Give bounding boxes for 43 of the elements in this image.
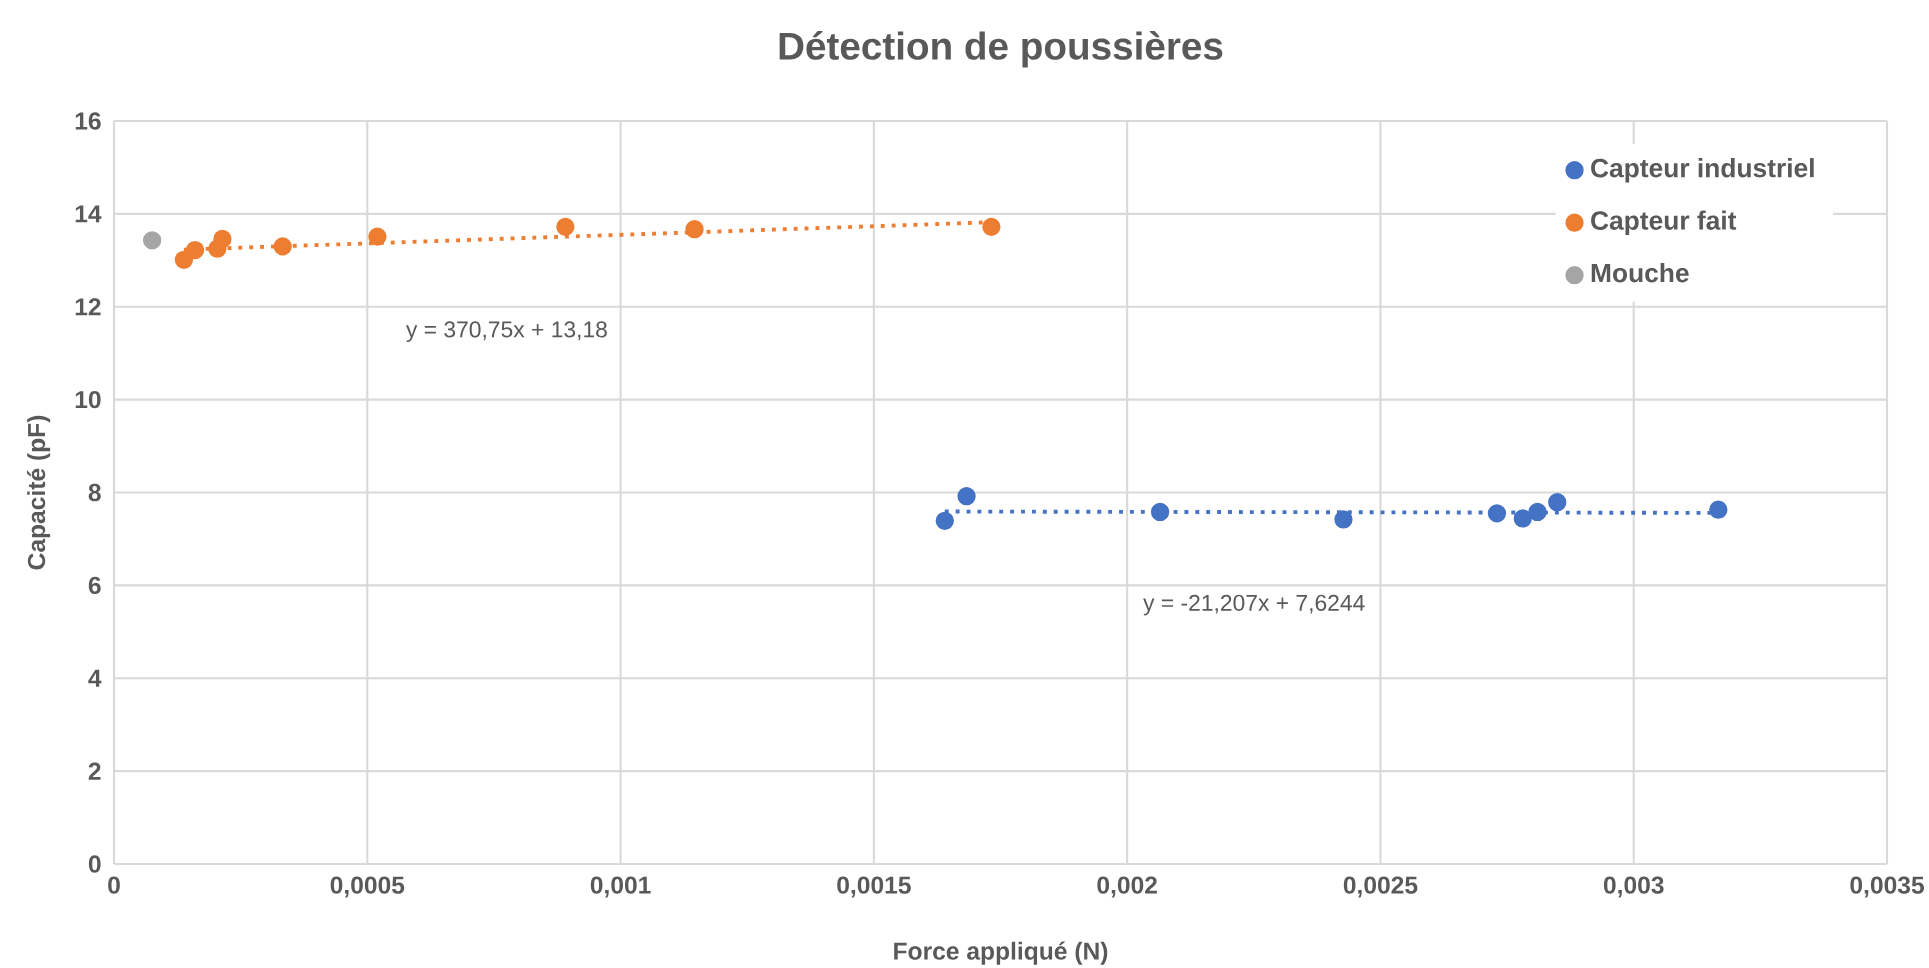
- point: [174, 250, 194, 269]
- x-tick-label: 0,002: [1097, 876, 1157, 898]
- legend-label: Mouche: [1591, 263, 1689, 283]
- y-tick-label: 0: [88, 855, 101, 873]
- x-tick-label: 0: [108, 876, 120, 894]
- y-tick-label: 6: [88, 576, 101, 595]
- x-tick-label: 0,0035: [1850, 876, 1924, 898]
- point: [982, 217, 1001, 236]
- x-axis-title: Force appliqué (N): [894, 941, 1108, 965]
- y-axis-title: Capacité (pF): [26, 415, 51, 570]
- legend-label: Capteur fait: [1591, 210, 1737, 236]
- y-tick-label: 10: [75, 390, 101, 409]
- chart-title: Détection de poussières: [779, 31, 1223, 68]
- point: [685, 220, 704, 239]
- y-tick-label: 12: [75, 298, 101, 316]
- point: [1334, 510, 1353, 529]
- y-tick-label: 2: [88, 762, 101, 780]
- point: [273, 237, 292, 256]
- point: [1709, 500, 1728, 519]
- x-tick-label: 0,0005: [330, 876, 405, 898]
- y-tick-label: 8: [88, 483, 101, 502]
- y-tick-label: 4: [88, 669, 102, 687]
- point: [1513, 509, 1532, 528]
- point: [1150, 502, 1170, 522]
- x-tick-label: 0,0025: [1343, 876, 1418, 898]
- point: [368, 227, 387, 246]
- point: [1487, 504, 1507, 523]
- point: [1528, 502, 1547, 522]
- annotation: y = 370,75x + 13,18: [405, 321, 607, 342]
- y-tick-label: 16: [75, 112, 101, 130]
- point: [185, 240, 205, 260]
- annotation: y = -21,207x + 7,6244: [1143, 594, 1365, 616]
- legend-label: Capteur industriel: [1591, 158, 1814, 183]
- point: [957, 487, 976, 506]
- point: [935, 511, 954, 530]
- point: [213, 229, 232, 249]
- point: [143, 231, 162, 250]
- point: [556, 217, 575, 236]
- x-tick-label: 0,001: [590, 876, 651, 898]
- point: [1548, 493, 1567, 512]
- y-tick-label: 14: [75, 205, 102, 223]
- x-tick-label: 0,003: [1603, 876, 1664, 898]
- x-tick-label: 0,0015: [837, 876, 911, 898]
